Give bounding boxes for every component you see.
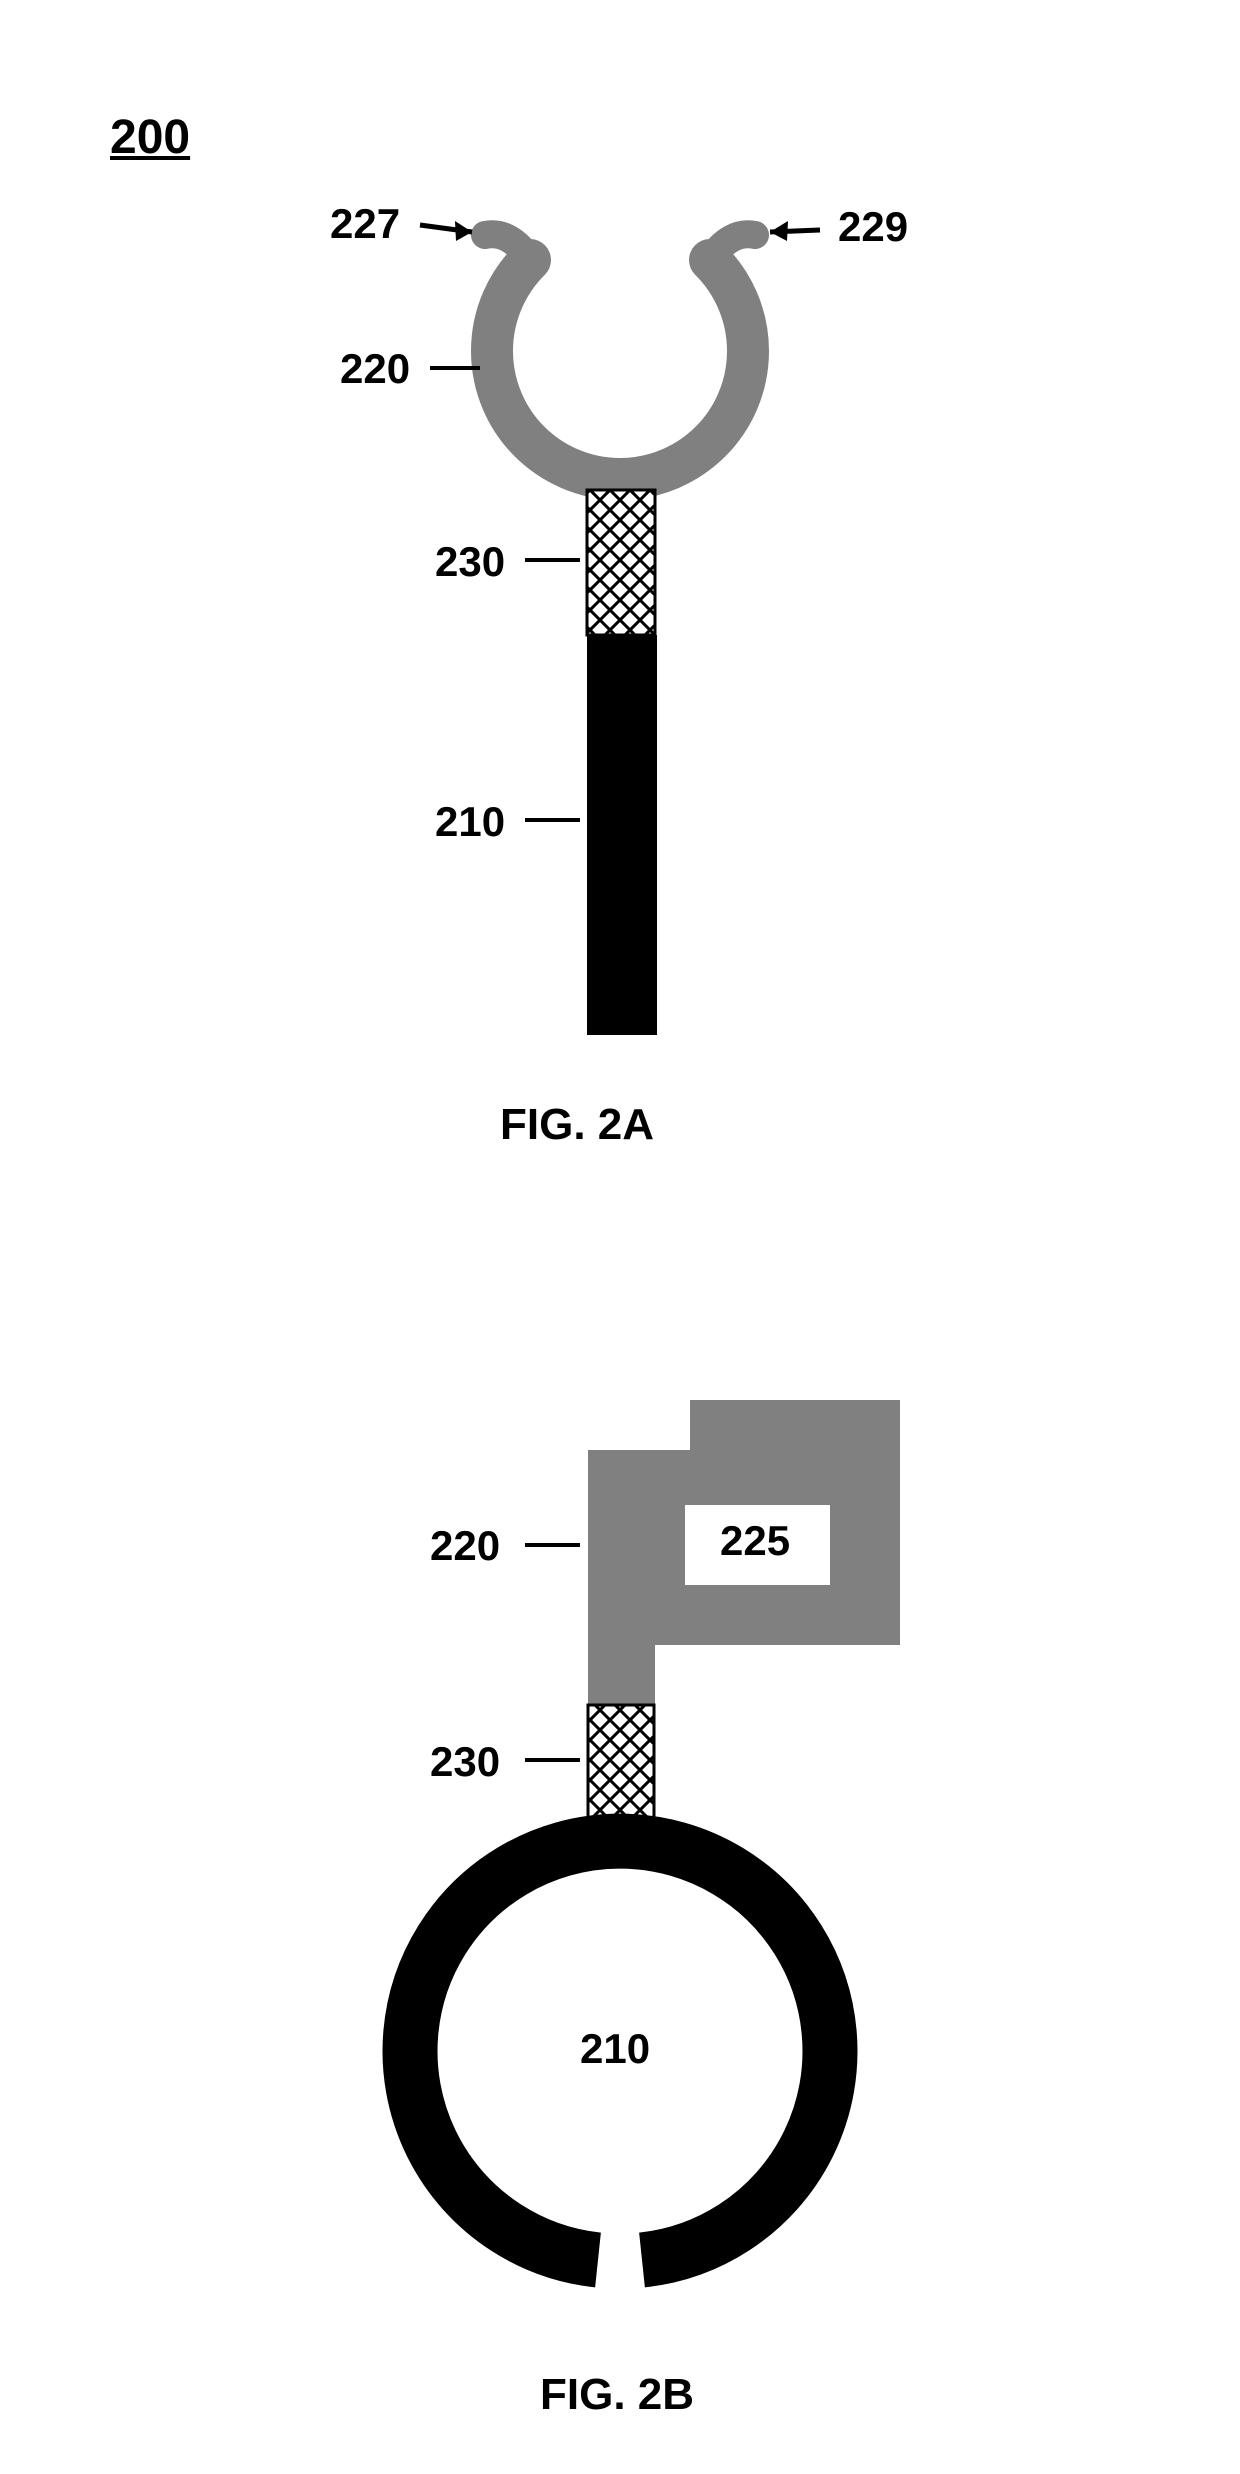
- caption-fig2b: FIG. 2B: [540, 2370, 694, 2420]
- label-210b: 210: [580, 2025, 650, 2073]
- label-227: 227: [330, 200, 400, 248]
- arrow-227-head: [455, 221, 472, 241]
- label-225: 225: [720, 1517, 790, 1565]
- caption-fig2a: FIG. 2A: [500, 1100, 654, 1150]
- label-230a: 230: [435, 538, 505, 586]
- fig2a-ring: [492, 260, 748, 479]
- label-210a: 210: [435, 798, 505, 846]
- label-230b: 230: [430, 1738, 500, 1786]
- arrow-229-head: [770, 221, 788, 241]
- fig2b-hatch: [588, 1705, 654, 1823]
- page: 200 227 229 220: [0, 0, 1240, 2474]
- fig-2b-svg: [0, 1350, 1240, 2450]
- label-220a: 220: [340, 345, 410, 393]
- fig2a-hatch: [587, 490, 655, 635]
- label-220b: 220: [430, 1522, 500, 1570]
- fig-2a-svg: [0, 0, 1240, 1200]
- fig2a-bar: [587, 635, 657, 1035]
- label-229: 229: [838, 203, 908, 251]
